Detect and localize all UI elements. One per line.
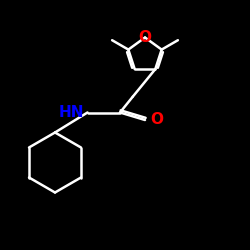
Text: O: O — [150, 112, 163, 128]
Text: O: O — [138, 30, 151, 45]
Text: HN: HN — [58, 105, 84, 120]
